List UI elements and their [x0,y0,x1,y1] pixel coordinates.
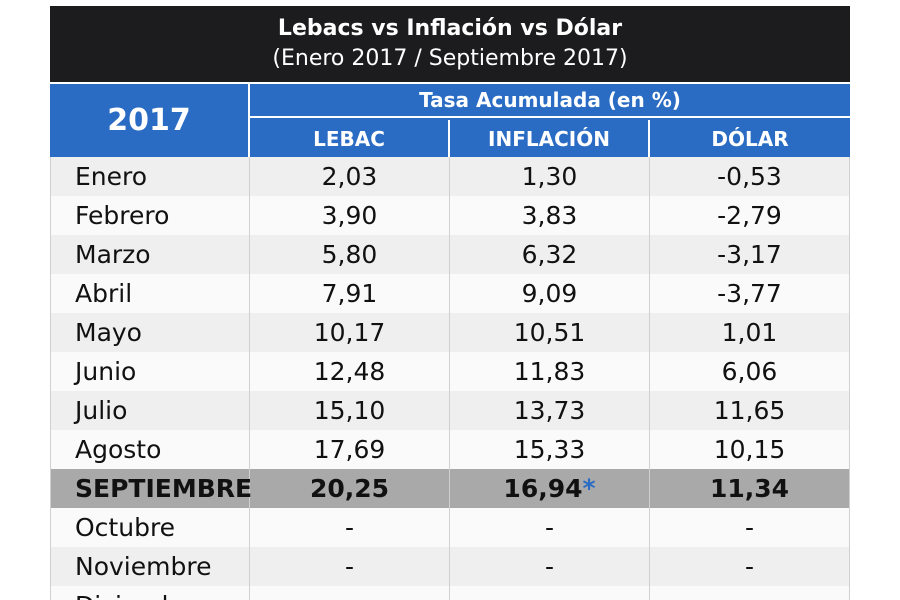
table-row: Junio 12,48 11,83 6,06 [50,352,850,391]
table-cell: 3,90 [250,196,450,235]
table-cell: 5,80 [250,235,450,274]
table-cell: 10,51 [450,313,650,352]
row-label: Octubre [50,508,250,547]
table-cell: 11,65 [650,391,850,430]
cell-value: 16,94 [503,474,583,503]
table-row: Julio 15,10 13,73 11,65 [50,391,850,430]
row-label: Noviembre [50,547,250,586]
row-label: Julio [50,391,250,430]
row-label: Abril [50,274,250,313]
table-cell: -0,53 [650,157,850,196]
table-header: 2017 Tasa Acumulada (en %) LEBAC INFLACIÓ… [50,82,850,157]
table-cell: 10,15 [650,430,850,469]
table-cell: - [450,547,650,586]
table-cell: 1,01 [650,313,850,352]
row-label: Mayo [50,313,250,352]
table-row: Octubre - - - [50,508,850,547]
table-cell: 16,94 * [450,469,650,508]
table-cell: 9,09 [450,274,650,313]
title-bar: Lebacs vs Inflación vs Dólar (Enero 2017… [50,6,850,82]
group-header: Tasa Acumulada (en %) [250,84,850,118]
column-header: INFLACIÓN [450,120,650,157]
table-row: Enero 2,03 1,30 -0,53 [50,157,850,196]
title: Lebacs vs Inflación vs Dólar [277,16,623,41]
table-cell: - [650,547,850,586]
table-cell: 12,48 [250,352,450,391]
row-label: Diciembre [50,586,250,600]
row-label: Marzo [50,235,250,274]
column-header: LEBAC [250,120,450,157]
table-row: Agosto 17,69 15,33 10,15 [50,430,850,469]
year-header: 2017 [50,84,250,157]
row-label: Enero [50,157,250,196]
table-cell: 15,33 [450,430,650,469]
footnote-marker: * [582,474,596,503]
table-row: Noviembre - - - [50,547,850,586]
table-cell: 17,69 [250,430,450,469]
table-body: Enero 2,03 1,30 -0,53 Febrero 3,90 3,83 -2,79 Ma… [50,157,850,600]
table-cell: -2,79 [650,196,850,235]
row-label: SEPTIEMBRE [50,469,252,508]
row-label: Junio [50,352,250,391]
table-row: SEPTIEMBRE 20,25 16,94 * 11,34 [50,469,850,508]
table-row: Diciembre--- [50,586,850,600]
table-cell: - [450,508,650,547]
table-cell: 15,10 [250,391,450,430]
table-cell: 2,03 [250,157,450,196]
table-cell: 6,06 [650,352,850,391]
row-label: Febrero [50,196,250,235]
table-cell: -3,77 [650,274,850,313]
table-cell: 6,32 [450,235,650,274]
table-row: Mayo 10,17 10,51 1,01 [50,313,850,352]
table-cell: - [650,586,850,600]
table-cell: 11,34 [650,469,850,508]
table-cell: 3,83 [450,196,650,235]
table-cell: 1,30 [450,157,650,196]
table-cell: - [250,508,450,547]
table-cell: - [250,547,450,586]
table-cell: - [250,586,450,600]
table-row: Febrero 3,90 3,83 -2,79 [50,196,850,235]
table-cell: - [450,586,650,600]
table-cell: 20,25 [250,469,450,508]
table-cell: 10,17 [250,313,450,352]
table-cell: - [650,508,850,547]
table-cell: -3,17 [650,235,850,274]
table-row: Marzo 5,80 6,32 -3,17 [50,235,850,274]
table: Lebacs vs Inflación vs Dólar (Enero 2017… [50,6,850,600]
subtitle: (Enero 2017 / Septiembre 2017) [272,46,628,71]
table-cell: 7,91 [250,274,450,313]
row-label: Agosto [50,430,250,469]
column-header: DÓLAR [711,126,789,151]
table-cell: 11,83 [450,352,650,391]
table-cell: 13,73 [450,391,650,430]
table-row: Abril 7,91 9,09 -3,77 [50,274,850,313]
